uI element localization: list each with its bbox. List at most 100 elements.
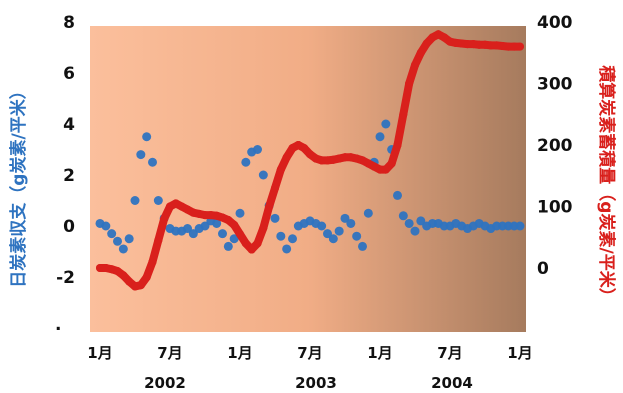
line-point [510,42,519,51]
line-point [160,214,169,223]
line-point [451,38,460,47]
line-point [206,211,215,220]
scatter-point [317,221,327,231]
line-point [416,48,425,57]
right-tick-label: 300 [537,75,573,95]
scatter-point [328,234,338,244]
left-axis-ticks: 8 6 4 2 0 -2 [56,13,75,288]
daily-carbon-balance-points [95,119,525,254]
line-point [457,39,466,48]
x-tick-label: 1月 [507,344,532,362]
scatter-point [253,145,262,154]
line-point [341,153,349,162]
scatter-point [101,221,111,231]
line-point [253,239,262,248]
scatter-point [375,132,385,142]
line-point [317,156,326,165]
scatter-point [352,231,362,241]
line-point [381,165,390,174]
line-point [469,40,478,49]
line-point [96,264,104,272]
x-tick-label: 7月 [437,344,462,362]
scatter-point [398,211,408,221]
scatter-point [346,218,356,228]
scatter-point [340,213,350,223]
scatter-point [410,226,420,236]
line-segment [393,110,408,149]
x-tick-label: 1月 [87,344,112,362]
left-tick-label: 4 [63,115,75,135]
line-point [236,230,244,239]
scatter-point [153,196,163,205]
scatter-point [258,170,268,180]
scatter-point [276,231,286,241]
scatter-point [113,236,122,246]
line-point [486,41,495,50]
line-point [136,281,145,290]
line-point [516,42,524,51]
scatter-point [212,218,222,228]
line-point [393,141,402,149]
left-axis-title: 日炭素収支（g炭素/平米） [8,82,29,287]
scatter-point [288,234,297,244]
line-point [224,216,233,225]
line-point [271,184,279,193]
right-tick-label: 100 [537,198,573,218]
line-point [475,40,484,49]
line-point [411,61,419,70]
line-point [376,165,384,174]
year-label: 2002 [144,374,186,392]
scatter-point [142,132,152,142]
x-tick-label: 1月 [227,344,252,362]
line-point [323,156,332,165]
line-point [504,42,513,51]
scatter-point [393,190,402,200]
scatter-point [200,221,210,231]
scatter-point [124,234,134,244]
scatter-point [270,213,280,223]
scatter-point [148,157,157,167]
right-tick-label: 400 [537,13,573,33]
right-tick-label: 0 [537,259,549,279]
x-tick-label: 7月 [157,344,182,362]
left-axis-stray-mark: . [55,315,61,335]
x-axis-year-labels: 2002 2003 2004 [144,374,473,392]
line-point [306,150,314,159]
line-point [201,211,209,220]
year-label: 2004 [431,374,473,392]
line-point [399,110,408,119]
x-tick-label: 7月 [297,344,322,362]
left-tick-label: 2 [63,166,75,186]
scatter-point [282,244,292,254]
line-point [498,41,507,50]
line-point [405,79,414,88]
line-point [300,144,309,153]
left-tick-label: -2 [56,268,75,288]
scatter-point [381,119,391,129]
scatter-point [404,218,414,228]
line-point [230,220,239,229]
x-axis-month-ticks: 1月 7月 1月 7月 1月 7月 1月 [87,344,532,362]
right-axis-ticks: 400 300 200 100 0 [537,13,573,279]
right-axis-title: 積算炭素蓄積量（g炭素/平米） [596,65,617,304]
line-point [440,33,449,42]
scatter-point [334,226,344,236]
line-point [276,165,285,174]
scatter-point [241,157,251,167]
left-tick-label: 0 [63,217,75,237]
plot-area-background [90,26,526,332]
line-point [125,277,134,286]
scatter-point [118,244,128,254]
line-point [282,153,291,162]
scatter-point [416,216,426,226]
line-point [259,224,268,233]
line-point [119,271,128,280]
scatter-point [188,229,198,239]
line-point [387,159,396,168]
scatter-point [136,150,146,160]
year-label: 2003 [295,374,337,392]
line-point [422,39,431,48]
scatter-point [130,196,140,205]
line-point [481,40,489,49]
